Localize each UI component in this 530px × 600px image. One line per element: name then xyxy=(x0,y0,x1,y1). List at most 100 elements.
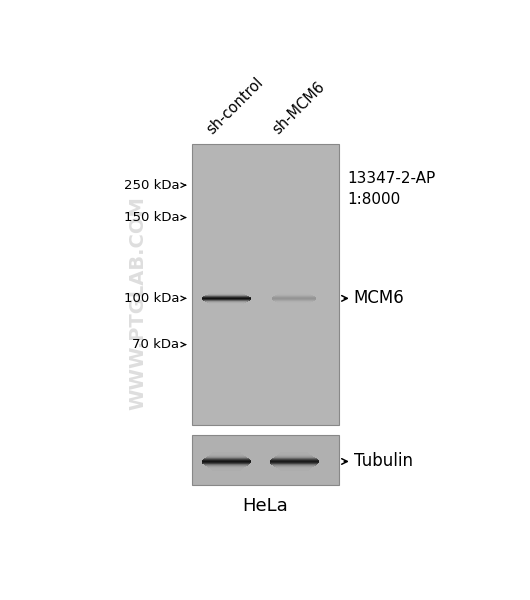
Bar xyxy=(212,292,241,293)
Bar xyxy=(272,458,316,459)
Bar xyxy=(280,452,308,454)
Bar xyxy=(211,469,242,470)
Bar xyxy=(273,300,315,301)
Bar xyxy=(202,463,251,464)
Bar xyxy=(212,452,241,453)
Bar xyxy=(206,295,247,296)
Bar xyxy=(273,296,315,297)
Bar xyxy=(202,460,251,461)
Bar xyxy=(209,468,243,469)
Bar xyxy=(209,294,244,295)
Bar xyxy=(270,461,319,462)
Bar xyxy=(270,462,319,463)
Bar xyxy=(278,294,311,295)
Bar xyxy=(274,300,315,301)
Bar xyxy=(279,294,310,295)
Bar xyxy=(279,469,310,470)
Bar xyxy=(276,455,312,457)
Bar xyxy=(280,453,309,454)
Bar xyxy=(203,300,250,301)
Bar xyxy=(212,453,241,454)
Bar xyxy=(274,296,314,297)
Bar xyxy=(273,299,316,300)
Bar xyxy=(277,468,311,469)
Bar xyxy=(281,305,307,306)
Bar xyxy=(280,452,308,453)
Bar xyxy=(211,304,242,305)
Text: 13347-2-AP
1:8000: 13347-2-AP 1:8000 xyxy=(348,172,436,208)
Bar xyxy=(204,458,249,460)
Bar xyxy=(208,302,244,303)
Text: sh-control: sh-control xyxy=(204,74,266,137)
Bar xyxy=(270,460,319,461)
Bar xyxy=(203,300,250,301)
Bar xyxy=(209,294,244,295)
Bar xyxy=(280,304,308,305)
Bar xyxy=(204,464,249,465)
Bar xyxy=(211,469,242,470)
Text: 100 kDa: 100 kDa xyxy=(123,292,179,305)
Bar xyxy=(209,303,243,304)
Bar xyxy=(278,468,311,469)
Bar xyxy=(275,457,314,458)
Bar xyxy=(208,294,244,295)
Bar xyxy=(212,470,241,471)
Bar xyxy=(280,292,308,293)
Text: WWW.PTGLAB.COM: WWW.PTGLAB.COM xyxy=(129,196,148,410)
Bar xyxy=(279,469,310,470)
Bar xyxy=(272,298,316,299)
Bar xyxy=(211,292,242,293)
Bar xyxy=(275,466,314,467)
Bar xyxy=(279,453,309,454)
Bar xyxy=(204,300,249,301)
Bar xyxy=(277,467,312,468)
Bar xyxy=(276,295,313,296)
Bar xyxy=(202,299,250,300)
Bar xyxy=(211,469,242,470)
Bar xyxy=(213,305,241,306)
Bar xyxy=(209,467,244,468)
Bar xyxy=(276,456,313,457)
Bar xyxy=(270,460,318,461)
Bar xyxy=(273,296,315,297)
Bar xyxy=(208,302,245,303)
Bar xyxy=(272,297,316,298)
Bar xyxy=(202,460,251,461)
Bar xyxy=(202,297,251,298)
Text: HeLa: HeLa xyxy=(243,497,288,515)
Bar xyxy=(202,299,251,300)
Bar xyxy=(204,296,249,297)
Text: 150 kDa: 150 kDa xyxy=(123,211,179,224)
Bar xyxy=(278,454,310,455)
Bar xyxy=(207,466,245,467)
Bar xyxy=(208,455,244,457)
Bar xyxy=(273,297,316,298)
Bar xyxy=(202,463,250,464)
Bar xyxy=(279,293,309,294)
Bar xyxy=(276,467,312,468)
Bar xyxy=(210,468,243,469)
Bar xyxy=(208,294,245,295)
Bar xyxy=(272,299,316,300)
Bar xyxy=(207,466,246,467)
Bar xyxy=(202,299,251,300)
Bar xyxy=(280,470,308,471)
Bar xyxy=(275,466,313,467)
Bar xyxy=(211,304,242,305)
Bar xyxy=(207,466,246,467)
Bar xyxy=(203,463,250,464)
Bar xyxy=(275,466,314,467)
Bar xyxy=(202,297,250,298)
Bar xyxy=(273,465,315,466)
Bar xyxy=(278,303,310,304)
Bar xyxy=(211,292,242,293)
Bar xyxy=(279,303,310,304)
Bar xyxy=(202,298,251,299)
Bar xyxy=(211,292,241,293)
Bar xyxy=(278,302,311,303)
Bar xyxy=(281,292,307,293)
Bar xyxy=(205,464,248,466)
Bar xyxy=(277,467,312,468)
Bar xyxy=(281,304,307,305)
Bar xyxy=(279,454,310,455)
